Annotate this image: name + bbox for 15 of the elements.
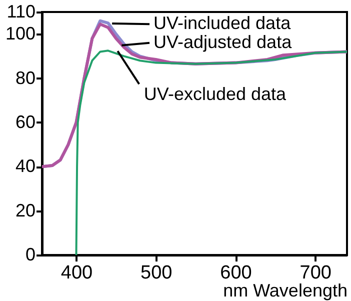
- y-tick-label: 0: [25, 244, 36, 264]
- y-tick-label: 100: [5, 24, 36, 44]
- x-tick-label: 700: [300, 262, 332, 284]
- y-tick-label: 110: [6, 2, 36, 22]
- series-label: UV-included data: [153, 13, 292, 34]
- y-tick-label: 80: [15, 68, 36, 88]
- x-axis-title: nm Wavelength: [223, 280, 348, 300]
- x-tick-label: 600: [220, 262, 252, 284]
- series-label: UV-adjusted data: [153, 32, 293, 52]
- x-tick-label: 500: [140, 262, 172, 284]
- series-label: UV-excluded data: [144, 84, 288, 104]
- y-tick-label: 20: [15, 200, 36, 220]
- y-tick-label: 60: [15, 112, 36, 132]
- y-tick-label: 40: [15, 156, 36, 176]
- x-tick-label: 400: [60, 262, 93, 284]
